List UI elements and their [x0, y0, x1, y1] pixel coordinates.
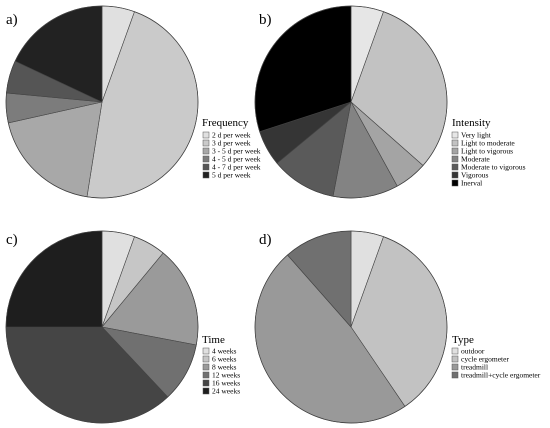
legend-swatch-outdoor [451, 347, 459, 355]
legend-swatch-4-5-d-per-week [202, 155, 210, 163]
legend-swatch-light-to-moderate [451, 139, 459, 147]
pie-time [5, 230, 199, 424]
legend-label-12-weeks: 12 weeks [212, 371, 240, 380]
legend-label-cycle-ergometer: cycle ergometer [461, 355, 509, 364]
panel-label-c: c) [6, 232, 18, 248]
legend-swatch-5-d-per-week [202, 171, 210, 179]
legend-title-type: Type [452, 334, 474, 346]
legend-swatch-light-to-vigorous [451, 147, 459, 155]
legend-swatch-24-weeks [202, 387, 210, 395]
pie-frequency [5, 5, 199, 199]
legend-label-5-d-per-week: 5 d per week [212, 171, 251, 180]
legend-label-8-weeks: 8 weeks [212, 363, 236, 372]
legend-swatch-treadmill-cycle-ergometer [451, 371, 459, 379]
legend-title-intensity: Intensity [452, 117, 491, 129]
legend-label-16-weeks: 16 weeks [212, 379, 240, 388]
legend-title-time: Time [202, 334, 225, 346]
legend-swatch-6-weeks [202, 355, 210, 363]
pie-outline [5, 5, 199, 199]
legend-label-6-weeks: 6 weeks [212, 355, 236, 364]
legend-swatch-inerval [451, 179, 459, 187]
panel-label-a: a) [6, 12, 18, 28]
legend-swatch-vigorous [451, 171, 459, 179]
pie-intensity [254, 5, 448, 199]
legend-label-24-weeks: 24 weeks [212, 387, 240, 396]
legend-label-3-d-per-week: 3 d per week [212, 139, 251, 148]
legend-swatch-2-d-per-week [202, 131, 210, 139]
pie-outline [254, 5, 448, 199]
pie-outline [5, 230, 199, 424]
legend-swatch-4-7-d-per-week [202, 163, 210, 171]
legend-label-2-d-per-week: 2 d per week [212, 131, 251, 140]
legend-swatch-3-5-d-per-week [202, 147, 210, 155]
legend-swatch-treadmill [451, 363, 459, 371]
pie-slice-24-weeks [5, 230, 103, 328]
pie-type [254, 230, 448, 424]
legend-swatch-4-weeks [202, 347, 210, 355]
legend-label-vigorous: Vigorous [461, 171, 489, 180]
legend-swatch-moderate [451, 155, 459, 163]
pie-outline [254, 230, 448, 424]
legend-label-inerval: Inerval [461, 179, 482, 188]
legend-swatch-3-d-per-week [202, 139, 210, 147]
legend-label-4-weeks: 4 weeks [212, 347, 236, 356]
legend-label-moderate-to-vigorous: Moderate to vigorous [461, 163, 526, 172]
legend-label-light-to-moderate: Light to moderate [461, 139, 515, 148]
legend-swatch-8-weeks [202, 363, 210, 371]
legend-label-4-7-d-per-week: 4 - 7 d per week [212, 163, 261, 172]
legend-swatch-cycle-ergometer [451, 355, 459, 363]
legend-label-very-light: Very light [461, 131, 492, 140]
panel-label-b: b) [259, 12, 272, 28]
legend-swatch-16-weeks [202, 379, 210, 387]
legend-swatch-moderate-to-vigorous [451, 163, 459, 171]
legend-label-4-5-d-per-week: 4 - 5 d per week [212, 155, 261, 164]
legend-label-moderate: Moderate [461, 155, 490, 164]
legend-label-light-to-vigorous: Light to vigorous [461, 147, 513, 156]
legend-swatch-very-light [451, 131, 459, 139]
legend-label-treadmill-cycle-ergometer: treadmill+cycle ergometer [461, 371, 541, 380]
legend-label-treadmill: treadmill [461, 363, 488, 372]
legend-label-outdoor: outdoor [461, 347, 485, 356]
panel-label-d: d) [259, 232, 272, 248]
legend-label-3-5-d-per-week: 3 - 5 d per week [212, 147, 261, 156]
legend-title-frequency: Frequency [202, 117, 249, 129]
legend-swatch-12-weeks [202, 371, 210, 379]
